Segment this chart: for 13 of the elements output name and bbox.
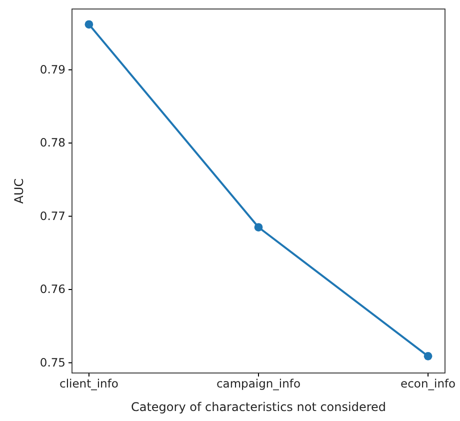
point — [84, 20, 94, 29]
point — [424, 352, 432, 360]
x-tick-label: campaign_info — [216, 376, 301, 391]
x-tick-label: econ_info — [400, 376, 456, 391]
y-tick-label: 0.79 — [40, 62, 66, 76]
y-tick-label: 0.77 — [40, 208, 66, 223]
y-tick-label: 0.78 — [40, 136, 66, 150]
point — [254, 223, 263, 232]
y-tick-label: 0.76 — [40, 282, 66, 296]
y-axis-title: AUC — [12, 178, 26, 204]
y-tick-label: 0.75 — [40, 355, 66, 370]
x-axis-title: Category of characteristics not considered — [130, 400, 386, 414]
x-tick-label: client_info — [60, 376, 118, 391]
